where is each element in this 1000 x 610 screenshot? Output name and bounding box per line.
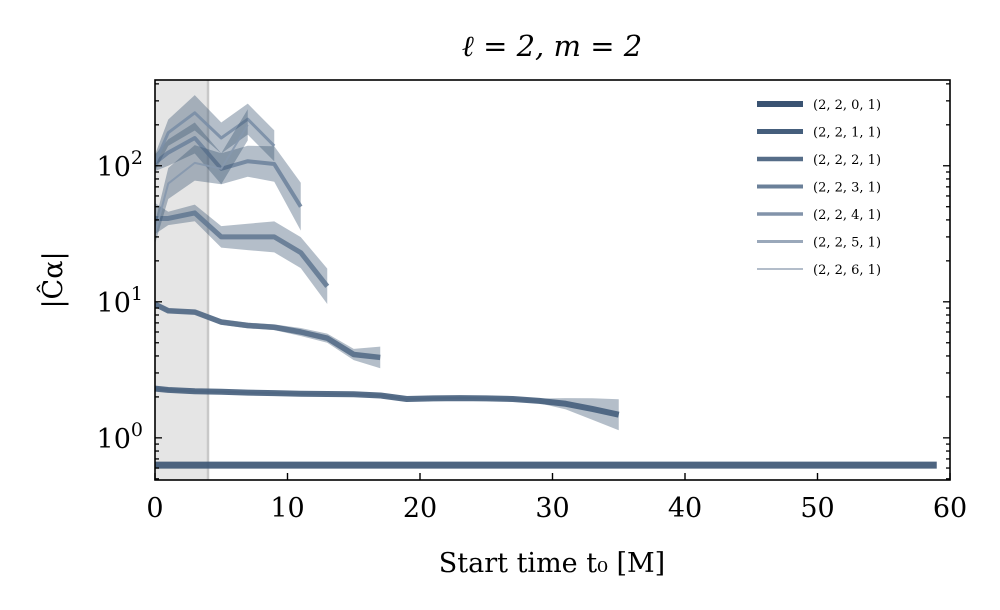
- x-axis-label: Start time t₀ [M]: [439, 548, 665, 579]
- series-line-6: [155, 124, 249, 234]
- y-tick-label: 100: [97, 419, 143, 455]
- legend: (2, 2, 0, 1) (2, 2, 1, 1) (2, 2, 2, 1) (2, …: [757, 98, 881, 278]
- series-line-5: [155, 111, 276, 164]
- chart-title: ℓ = 2, m = 2: [462, 29, 642, 63]
- error-band-3: [155, 202, 328, 305]
- y-axis-label: |Ĉα|: [35, 251, 69, 308]
- x-tick-label: 30: [535, 493, 569, 524]
- x-tick-label: 0: [146, 493, 163, 524]
- series-line-3: [155, 210, 330, 288]
- error-band-6: [155, 109, 248, 244]
- series-line-1: [155, 385, 620, 418]
- legend-label-5: (2, 2, 5, 1): [813, 236, 881, 251]
- legend-label-0: (2, 2, 0, 1): [813, 98, 881, 113]
- x-tick-label: 50: [800, 493, 834, 524]
- x-tick-label: 60: [933, 493, 967, 524]
- legend-label-4: (2, 2, 4, 1): [813, 208, 881, 223]
- x-tick-label: 40: [668, 493, 702, 524]
- y-tick-label: 102: [97, 147, 143, 183]
- x-tick-label: 10: [270, 493, 304, 524]
- y-tick-label: 101: [97, 283, 143, 319]
- x-tick-label: 20: [403, 493, 437, 524]
- series-group: [155, 80, 937, 480]
- legend-label-6: (2, 2, 6, 1): [813, 263, 881, 278]
- legend-label-3: (2, 2, 3, 1): [813, 181, 881, 196]
- legend-label-2: (2, 2, 2, 1): [813, 153, 881, 168]
- series-line-2: [155, 301, 381, 361]
- plot-area: 0 10 20 30 40 50 60 100 101 102: [97, 79, 967, 524]
- error-band-4: [155, 122, 301, 231]
- legend-label-1: (2, 2, 1, 1): [813, 126, 881, 141]
